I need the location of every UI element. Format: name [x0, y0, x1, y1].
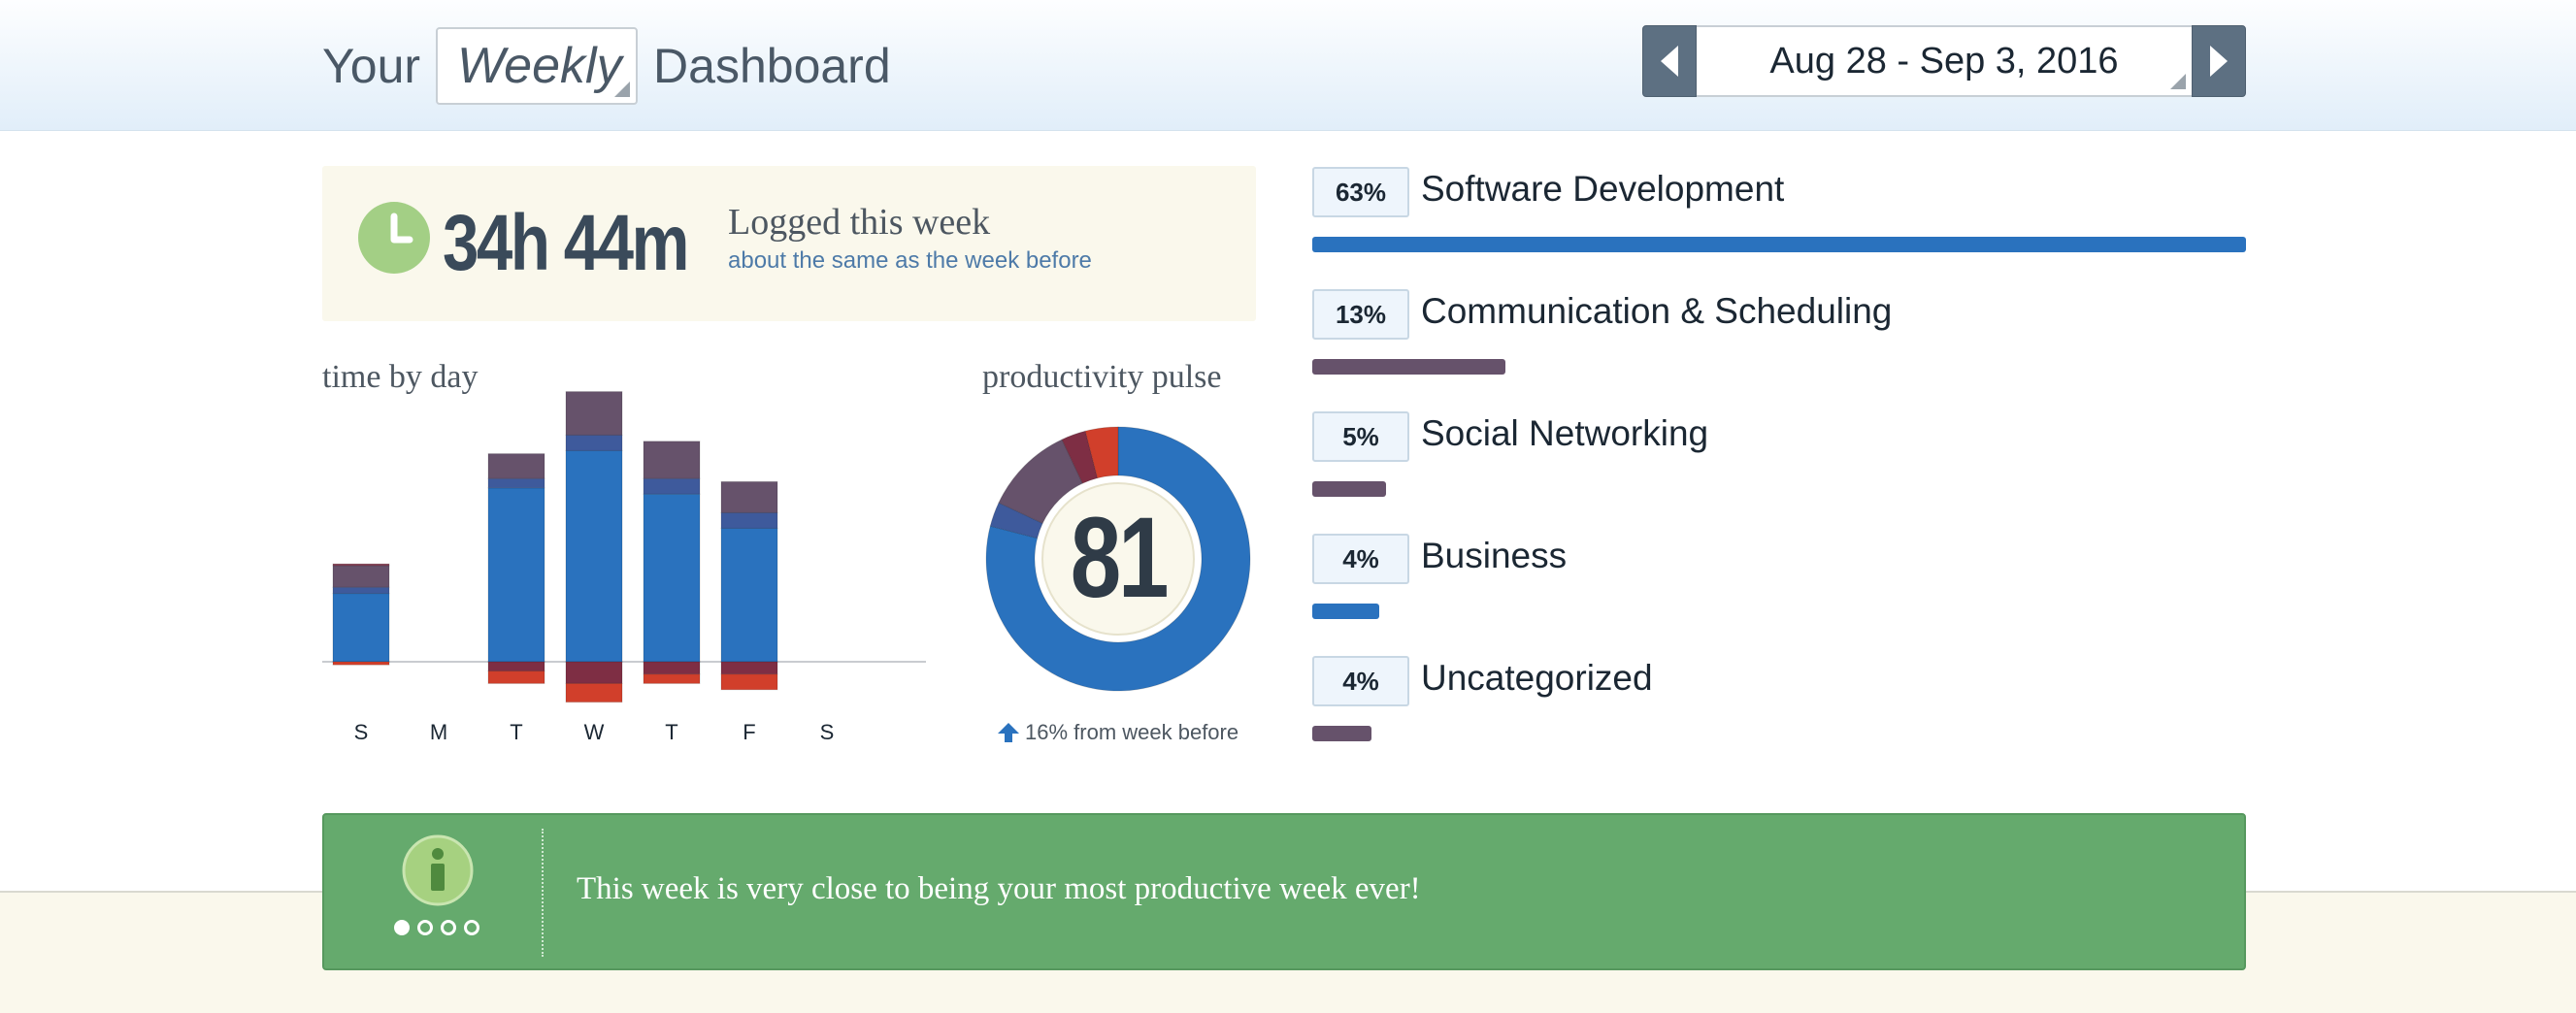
bar-segment[interactable]	[332, 586, 390, 595]
donut-segment	[989, 502, 1043, 539]
clock-icon	[358, 202, 430, 274]
bar-segment[interactable]	[332, 565, 390, 588]
donut-segment	[1084, 426, 1119, 479]
bar-segment[interactable]	[643, 441, 701, 479]
bar-segment[interactable]	[643, 493, 701, 663]
category-percent: 4%	[1312, 534, 1409, 584]
productivity-score: 81	[1070, 494, 1170, 622]
title-suffix: Dashboard	[653, 39, 891, 93]
bar-segment[interactable]	[720, 511, 778, 529]
bar-segment[interactable]	[643, 477, 701, 495]
bar-segment[interactable]	[565, 682, 623, 703]
date-range-select[interactable]: Aug 28 - Sep 3, 2016	[1697, 25, 2192, 97]
info-icon	[402, 834, 474, 906]
period-select[interactable]: Weekly	[436, 27, 639, 105]
pulse-change: 16% from week before	[996, 720, 1238, 745]
logged-total: 34h 44m	[443, 199, 689, 287]
resize-corner-icon	[614, 82, 631, 97]
category-name: Business	[1421, 536, 1568, 575]
day-tick-label: F	[743, 720, 755, 744]
category-bar-track	[1312, 726, 2246, 741]
bar-segment[interactable]	[565, 434, 623, 451]
category-bar-track	[1312, 237, 2246, 252]
pagination-dot[interactable]	[441, 920, 456, 935]
bar-segment[interactable]	[720, 661, 778, 675]
bar-segment[interactable]	[643, 661, 701, 675]
productivity-pulse-donut	[985, 426, 1251, 692]
category-bar-track	[1312, 604, 2246, 619]
logged-time-panel: 34h 44m Logged this week about the same …	[322, 166, 1256, 321]
bar-segment[interactable]	[565, 449, 623, 663]
category-name: Communication & Scheduling	[1421, 291, 1893, 331]
category-name: Uncategorized	[1421, 658, 1653, 698]
page-title: Your Weekly Dashboard	[322, 27, 891, 105]
banner-pagination	[394, 920, 479, 935]
category-bar	[1312, 726, 1371, 741]
chevron-left-icon	[1661, 46, 1678, 77]
bar-segment[interactable]	[332, 661, 390, 666]
bar-segment[interactable]	[487, 477, 545, 489]
bar-segment[interactable]	[487, 670, 545, 684]
category-name: Software Development	[1421, 169, 1785, 209]
bar-segment[interactable]	[487, 661, 545, 672]
bar-segment[interactable]	[720, 673, 778, 691]
category-bar	[1312, 237, 2246, 252]
period-select-value: Weekly	[457, 38, 622, 94]
bar-segment[interactable]	[332, 563, 390, 567]
bar-segment[interactable]	[487, 487, 545, 663]
day-tick-label: S	[820, 720, 835, 744]
header: Your Weekly Dashboard Aug 28 - Sep 3, 20…	[0, 0, 2576, 131]
banner-message: This week is very close to being your mo…	[577, 871, 1421, 906]
category-percent: 13%	[1312, 289, 1409, 340]
banner-divider	[542, 829, 544, 957]
day-tick-label: S	[354, 720, 369, 744]
pagination-dot[interactable]	[394, 920, 410, 935]
pagination-dot[interactable]	[417, 920, 433, 935]
donut-center	[1041, 482, 1195, 636]
donut-segment	[985, 426, 1251, 692]
logged-label: Logged this week	[728, 202, 991, 243]
donut-segment	[998, 439, 1084, 525]
category-percent: 5%	[1312, 411, 1409, 462]
previous-week-button[interactable]	[1642, 25, 1697, 97]
productivity-pulse-title: productivity pulse	[982, 359, 1222, 395]
bar-segment[interactable]	[643, 673, 701, 684]
day-tick-label: W	[584, 720, 605, 744]
date-navigator: Aug 28 - Sep 3, 2016	[1642, 25, 2246, 97]
arrow-up-icon	[998, 723, 1019, 742]
resize-corner-icon	[2170, 74, 2186, 89]
day-tick-label: M	[430, 720, 447, 744]
title-prefix: Your	[322, 39, 421, 93]
date-range-label: Aug 28 - Sep 3, 2016	[1769, 40, 2119, 82]
pulse-change-label: 16% from week before	[1025, 720, 1239, 744]
bar-segment[interactable]	[565, 661, 623, 684]
category-name: Social Networking	[1421, 413, 1709, 453]
next-week-button[interactable]	[2192, 25, 2246, 97]
bar-segment[interactable]	[487, 453, 545, 479]
category-percent: 4%	[1312, 656, 1409, 706]
category-bar-track	[1312, 359, 2246, 375]
time-by-day-title: time by day	[322, 359, 479, 395]
category-percent: 63%	[1312, 167, 1409, 217]
category-bar-track	[1312, 481, 2246, 497]
bar-segment[interactable]	[720, 480, 778, 513]
pagination-dot[interactable]	[464, 920, 479, 935]
bar-segment[interactable]	[720, 527, 778, 663]
chevron-right-icon	[2210, 46, 2228, 77]
category-bar	[1312, 604, 1379, 619]
category-bar	[1312, 481, 1386, 497]
bar-segment[interactable]	[332, 593, 390, 663]
category-bar	[1312, 359, 1505, 375]
day-tick-label: T	[510, 720, 522, 744]
bar-segment[interactable]	[565, 391, 623, 436]
day-tick-label: T	[665, 720, 677, 744]
logged-comparison: about the same as the week before	[728, 247, 1092, 274]
insight-banner: This week is very close to being your mo…	[322, 813, 2246, 970]
